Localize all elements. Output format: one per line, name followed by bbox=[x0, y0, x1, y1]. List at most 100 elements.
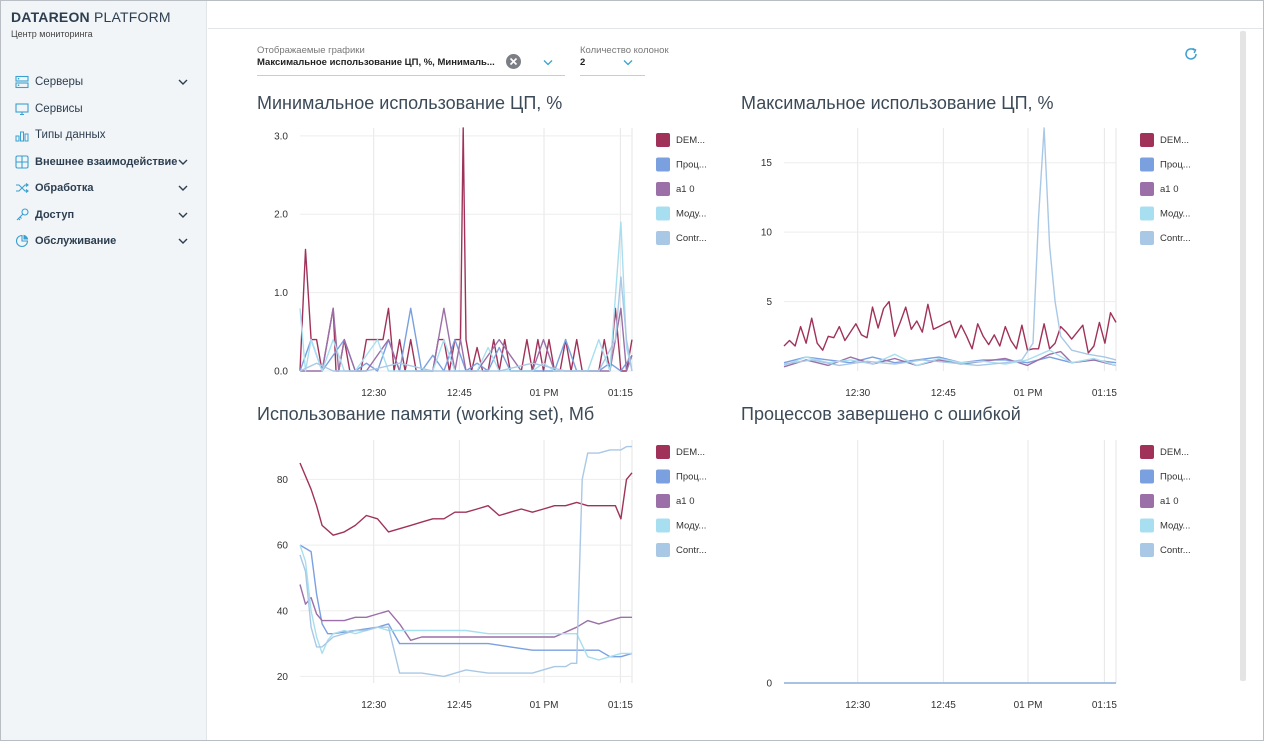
x-tick-label: 12:45 bbox=[447, 388, 472, 399]
series-line-3 bbox=[299, 544, 632, 661]
scrollbar-thumb[interactable] bbox=[1240, 31, 1246, 681]
x-tick-label: 01 PM bbox=[530, 388, 559, 399]
legend-swatch bbox=[1140, 182, 1154, 196]
y-tick-label: 80 bbox=[277, 475, 289, 486]
x-tick-label: 12:45 bbox=[931, 700, 956, 711]
legend-label: Моду... bbox=[676, 209, 706, 220]
sidebar-item-5[interactable]: Доступ bbox=[1, 202, 207, 229]
refresh-icon[interactable] bbox=[1183, 46, 1199, 62]
sidebar-item-label: Внешнее взаимодействие bbox=[35, 155, 178, 168]
chart-title-min-cpu: Минимальное использование ЦП, % bbox=[257, 93, 563, 113]
legend-swatch bbox=[656, 469, 670, 484]
y-tick-label: 1.0 bbox=[274, 288, 288, 299]
sidebar-item-label: Серверы bbox=[35, 76, 84, 89]
legend-swatch bbox=[656, 206, 670, 221]
y-tick-label: 15 bbox=[761, 158, 773, 169]
legend-swatch bbox=[656, 518, 670, 533]
x-tick-label: 12:30 bbox=[845, 388, 870, 399]
legend-label: a1 0 bbox=[1160, 184, 1179, 195]
sidebar-nav: Серверы Сервисы Типы данных Внешнее взаимод… bbox=[1, 69, 207, 255]
legend-swatch bbox=[1140, 231, 1154, 245]
sidebar-item-label: Доступ bbox=[35, 208, 75, 221]
series-line-0 bbox=[299, 462, 633, 536]
legend-label: DEM... bbox=[676, 447, 705, 458]
sidebar-item-0[interactable]: Серверы bbox=[1, 69, 207, 96]
sidebar-item-label: Обработка bbox=[35, 182, 94, 195]
top-bar bbox=[208, 1, 1263, 29]
x-tick-label: 12:45 bbox=[447, 700, 472, 711]
x-tick-label: 01 PM bbox=[530, 700, 559, 711]
chart-title-max-cpu: Максимальное использование ЦП, % bbox=[741, 93, 1054, 113]
sidebar-item-label: Сервисы bbox=[35, 102, 83, 115]
legend-label: a1 0 bbox=[676, 184, 695, 195]
chevron-down-icon[interactable] bbox=[543, 59, 553, 67]
charts-filter-underline bbox=[257, 75, 565, 76]
columns-filter-underline bbox=[580, 75, 645, 76]
x-tick-label: 01:15 bbox=[1092, 388, 1117, 399]
brand-light: PLATFORM bbox=[89, 9, 171, 25]
legend-label: Проц... bbox=[1160, 160, 1191, 171]
series-line-1 bbox=[299, 544, 633, 658]
chevron-down-icon[interactable] bbox=[623, 59, 633, 67]
brand-logo[interactable]: DATAREON PLATFORM bbox=[11, 9, 171, 25]
chart-max-cpu: 12:30 12:45 01 PM 01:15 5 10 15 DEM... Проц... a1… bbox=[761, 127, 1191, 399]
chevron-down-icon[interactable] bbox=[177, 209, 189, 221]
legend-label: Contr... bbox=[1160, 545, 1191, 556]
y-tick-label: 60 bbox=[277, 541, 289, 552]
x-tick-label: 01:15 bbox=[1092, 700, 1117, 711]
chart-title-memory: Использование памяти (working set), Мб bbox=[257, 404, 595, 424]
legend-swatch bbox=[656, 157, 670, 172]
series-line-0 bbox=[783, 300, 1117, 354]
sidebar-item-2[interactable]: Типы данных bbox=[1, 122, 207, 149]
chart-title-failed-processes: Процессов завершено с ошибкой bbox=[741, 404, 1021, 424]
chart-failed-processes: 12:30 12:45 01 PM 01:15 0 DEM... Проц... a1 0 Мо… bbox=[766, 440, 1191, 711]
chevron-down-icon[interactable] bbox=[177, 156, 189, 168]
y-tick-label: 3.0 bbox=[274, 131, 288, 142]
pie-icon bbox=[15, 235, 29, 248]
chart-memory: 12:30 12:45 01 PM 01:15 20 40 60 80 DEM... Проц..… bbox=[277, 440, 707, 711]
sidebar-item-1[interactable]: Сервисы bbox=[1, 96, 207, 123]
y-tick-label: 40 bbox=[277, 606, 289, 617]
legend-label: DEM... bbox=[676, 135, 705, 146]
legend-swatch bbox=[1140, 445, 1154, 459]
sidebar-item-4[interactable]: Обработка bbox=[1, 175, 207, 202]
key-icon bbox=[16, 208, 29, 221]
servers-icon bbox=[15, 76, 29, 89]
y-tick-label: 0 bbox=[766, 679, 772, 690]
y-tick-label: 5 bbox=[766, 297, 772, 308]
legend-label: a1 0 bbox=[676, 496, 695, 507]
legend-label: Моду... bbox=[676, 521, 706, 532]
chevron-down-icon[interactable] bbox=[177, 182, 189, 194]
chevron-down-icon[interactable] bbox=[177, 235, 189, 247]
legend-swatch bbox=[1140, 543, 1154, 557]
shuffle-icon bbox=[16, 183, 29, 194]
legend-swatch bbox=[656, 494, 670, 508]
series-line-2 bbox=[299, 584, 632, 642]
legend-swatch bbox=[1140, 206, 1154, 221]
sidebar-item-label: Типы данных bbox=[35, 129, 106, 142]
sidebar-item-label: Обслуживание bbox=[35, 235, 117, 248]
sidebar-item-6[interactable]: Обслуживание bbox=[1, 228, 207, 255]
charts-filter-value[interactable]: Максимальное использование ЦП, %, Минима… bbox=[257, 57, 495, 68]
columns-filter-label: Количество колонок bbox=[580, 45, 669, 56]
legend-swatch bbox=[656, 182, 670, 196]
y-tick-label: 2.0 bbox=[274, 210, 288, 221]
legend-label: a1 0 bbox=[1160, 496, 1179, 507]
legend-swatch bbox=[1140, 157, 1154, 172]
legend-label: Проц... bbox=[1160, 472, 1191, 483]
main-content bbox=[208, 29, 1239, 740]
x-tick-label: 01:15 bbox=[608, 388, 633, 399]
legend-swatch bbox=[656, 543, 670, 557]
y-tick-label: 0.0 bbox=[274, 367, 288, 378]
legend-label: DEM... bbox=[1160, 447, 1189, 458]
legend-label: Проц... bbox=[676, 472, 707, 483]
brand-strong: DATAREON bbox=[11, 9, 90, 25]
clear-selection-button[interactable] bbox=[506, 54, 521, 69]
chevron-down-icon[interactable] bbox=[177, 76, 189, 88]
sidebar-item-3[interactable]: Внешнее взаимодействие bbox=[1, 149, 207, 176]
y-tick-label: 20 bbox=[277, 672, 289, 683]
y-tick-label: 10 bbox=[761, 228, 773, 239]
legend-label: Моду... bbox=[1160, 209, 1190, 220]
columns-filter-value[interactable]: 2 bbox=[580, 57, 586, 68]
charts-filter-label: Отображаемые графики bbox=[257, 45, 365, 56]
